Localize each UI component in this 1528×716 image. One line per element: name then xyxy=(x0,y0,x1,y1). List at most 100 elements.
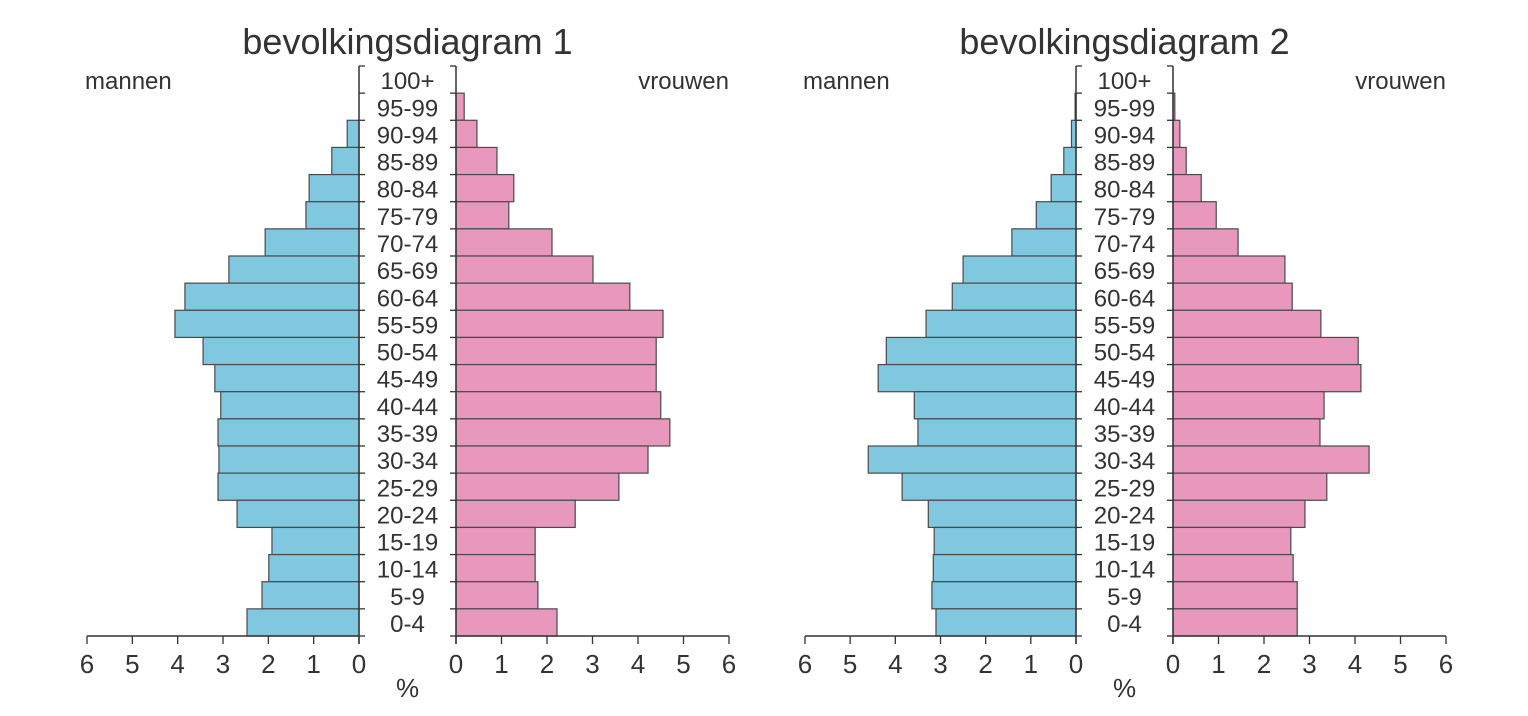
bar-mannen xyxy=(1063,146,1077,176)
tick-label-left: 5 xyxy=(125,649,139,679)
category-label: 85-89 xyxy=(1094,150,1155,177)
bar-mannen xyxy=(246,608,360,637)
category-label: 90-94 xyxy=(1094,122,1155,149)
bar-mannen xyxy=(877,363,1077,393)
category-label: 100+ xyxy=(380,68,434,95)
category-label: 5-9 xyxy=(1107,584,1142,611)
bar-vrouwen xyxy=(455,119,478,149)
bar-mannen xyxy=(867,445,1077,474)
tick-label-right: 2 xyxy=(1257,649,1271,679)
bar-vrouwen xyxy=(455,255,594,284)
category-label: 50-54 xyxy=(377,340,438,367)
bar-vrouwen xyxy=(455,553,536,583)
bar-mannen xyxy=(228,255,360,284)
tick-label-right: 3 xyxy=(1302,649,1316,679)
bar-mannen xyxy=(962,255,1077,284)
category-label: 100+ xyxy=(1097,68,1151,95)
bar-vrouwen xyxy=(455,445,649,474)
tick-label-left: 0 xyxy=(352,649,366,679)
bar-vrouwen xyxy=(455,173,515,203)
category-label: 30-34 xyxy=(377,448,438,475)
tick-label-right: 6 xyxy=(1439,649,1453,679)
bar-mannen xyxy=(236,499,360,529)
category-label: 55-59 xyxy=(1094,312,1155,339)
category-label: 30-34 xyxy=(1094,448,1155,475)
bar-vrouwen xyxy=(455,309,664,339)
bar-mannen xyxy=(346,119,360,149)
x-axis-label: % xyxy=(396,673,419,703)
bar-vrouwen xyxy=(1172,445,1370,474)
tick-label-left: 0 xyxy=(1069,649,1083,679)
category-label: 65-69 xyxy=(1094,258,1155,285)
tick-label-left: 2 xyxy=(261,649,275,679)
bar-mannen xyxy=(1035,201,1077,230)
tick-label-left: 3 xyxy=(216,649,230,679)
category-label: 40-44 xyxy=(1094,394,1155,421)
bar-vrouwen xyxy=(455,282,631,311)
bar-mannen xyxy=(1011,228,1077,257)
bar-mannen xyxy=(933,526,1077,556)
tick-label-left: 1 xyxy=(1024,649,1038,679)
bar-vrouwen xyxy=(1172,363,1362,393)
tick-label-left: 4 xyxy=(170,649,184,679)
tick-label-left: 5 xyxy=(843,649,857,679)
pyramid-1: bevolkingsdiagram 1 mannen vrouwen 100+95-9… xyxy=(80,21,736,703)
category-label: 5-9 xyxy=(390,584,425,611)
tick-label-left: 2 xyxy=(978,649,992,679)
bar-mannen xyxy=(202,336,360,366)
category-label: 95-99 xyxy=(1094,95,1155,122)
bar-vrouwen xyxy=(1172,391,1325,420)
tick-label-right: 2 xyxy=(540,649,554,679)
category-label: 50-54 xyxy=(1094,340,1155,367)
bar-mannen xyxy=(305,201,360,230)
category-label: 60-64 xyxy=(377,285,438,312)
category-label: 75-79 xyxy=(1094,204,1155,231)
bar-vrouwen xyxy=(455,146,498,176)
bar-mannen xyxy=(268,553,360,583)
bar-mannen xyxy=(901,472,1077,501)
category-label: 80-84 xyxy=(1094,177,1155,204)
category-label: 55-59 xyxy=(377,312,438,339)
category-label: 10-14 xyxy=(1094,557,1155,584)
category-label: 20-24 xyxy=(377,502,438,529)
bar-mannen xyxy=(927,499,1077,529)
bar-mannen xyxy=(217,418,360,447)
bar-mannen xyxy=(1050,173,1077,203)
bar-vrouwen xyxy=(455,201,510,230)
category-label: 35-39 xyxy=(1094,421,1155,448)
category-label: 15-19 xyxy=(377,530,438,557)
category-label: 45-49 xyxy=(1094,367,1155,394)
bar-vrouwen xyxy=(1172,201,1217,230)
bar-mannen xyxy=(271,526,360,556)
bar-vrouwen xyxy=(455,526,536,556)
category-label: 80-84 xyxy=(377,177,438,204)
tick-label-left: 3 xyxy=(933,649,947,679)
chart-title: bevolkingsdiagram 2 xyxy=(959,21,1289,62)
bar-mannen xyxy=(217,472,360,501)
bar-vrouwen xyxy=(455,228,553,257)
left-label: mannen xyxy=(803,68,890,95)
bar-mannen xyxy=(214,363,360,393)
bar-mannen xyxy=(261,581,360,610)
category-label: 70-74 xyxy=(1094,231,1155,258)
bar-mannen xyxy=(917,418,1077,447)
tick-label-left: 6 xyxy=(80,649,94,679)
chart-title: bevolkingsdiagram 1 xyxy=(242,21,572,62)
bar-vrouwen xyxy=(1172,336,1359,366)
bar-vrouwen xyxy=(455,418,671,447)
bar-mannen xyxy=(264,228,360,257)
bar-mannen xyxy=(913,391,1077,420)
bar-vrouwen xyxy=(1172,228,1239,257)
bar-mannen xyxy=(331,146,360,176)
category-label: 15-19 xyxy=(1094,530,1155,557)
bar-vrouwen xyxy=(1172,526,1292,556)
category-label: 65-69 xyxy=(377,258,438,285)
bar-vrouwen xyxy=(1172,173,1202,203)
category-label: 0-4 xyxy=(1107,611,1142,638)
bar-vrouwen xyxy=(1172,418,1321,447)
bar-vrouwen xyxy=(455,472,620,501)
bar-vrouwen xyxy=(455,581,539,610)
category-label: 45-49 xyxy=(377,367,438,394)
bar-vrouwen xyxy=(1172,581,1298,610)
